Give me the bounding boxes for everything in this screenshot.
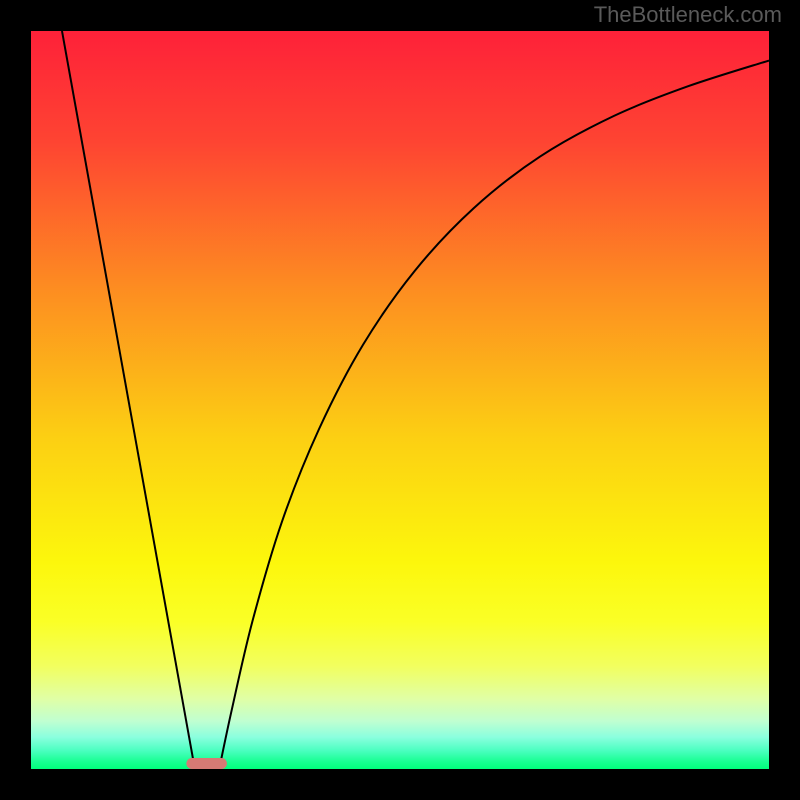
watermark-label: TheBottleneck.com: [594, 2, 782, 28]
chart-background-gradient: [31, 31, 769, 769]
bottleneck-chart: TheBottleneck.com: [0, 0, 800, 800]
bottleneck-marker: [186, 758, 227, 769]
chart-svg: [0, 0, 800, 800]
